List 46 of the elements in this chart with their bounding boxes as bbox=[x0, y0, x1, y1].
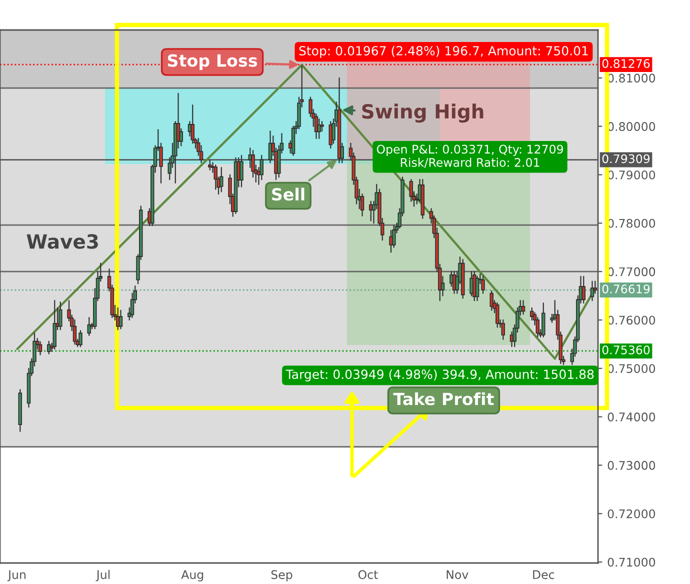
y-tick-label: 0.79000 bbox=[608, 170, 656, 180]
y-tick-label: 0.73000 bbox=[608, 460, 656, 470]
candlestick bbox=[118, 310, 123, 330]
candlestick bbox=[496, 302, 500, 328]
x-tick-label: Nov bbox=[446, 570, 468, 580]
annotation: Target: 0.03949 (4.98%) 394.9, Amount: 1501.88 bbox=[286, 369, 594, 382]
annotation: Take Profit bbox=[393, 392, 494, 406]
candlestick bbox=[58, 302, 62, 330]
y-tick-label: 0.72000 bbox=[608, 509, 656, 518]
candlestick bbox=[481, 276, 485, 294]
candlestick bbox=[582, 276, 586, 304]
annotation: Stop Loss bbox=[168, 54, 258, 70]
x-tick-label: Jun bbox=[7, 570, 26, 582]
candlestick bbox=[38, 341, 42, 356]
candlestick bbox=[208, 160, 212, 170]
ref-line-label: 0.76619 bbox=[602, 284, 650, 294]
annotation: Wave3 bbox=[26, 234, 98, 249]
candlestick bbox=[542, 302, 546, 338]
y-tick-label: 0.75000 bbox=[608, 364, 656, 374]
candlestick bbox=[78, 330, 82, 348]
x-tick-label: Oct bbox=[358, 570, 378, 580]
candlestick bbox=[320, 120, 324, 132]
candlestick bbox=[47, 340, 51, 354]
x-tick-label: Jul bbox=[96, 570, 110, 582]
candlestick bbox=[501, 319, 505, 340]
y-tick-label: 0.71000 bbox=[608, 558, 656, 567]
ref-line-label: 0.75360 bbox=[602, 345, 650, 354]
annotation: Open P&L: 0.03371, Qty: 12709 Risk/Reward Ratio: 2.01 bbox=[376, 144, 563, 168]
x-tick-label: Aug bbox=[181, 570, 204, 582]
annotation: Stop: 0.01967 (2.48%) 196.7, Amount: 750.01 bbox=[299, 46, 588, 58]
candlestick bbox=[52, 300, 56, 350]
y-tick-label: 0.80000 bbox=[608, 122, 656, 131]
ref-line-label: 0.79309 bbox=[602, 154, 650, 164]
candlestick bbox=[240, 154, 244, 188]
x-tick-label: Sep bbox=[271, 570, 292, 582]
y-tick-label: 0.78000 bbox=[608, 218, 656, 228]
ref-line-label: 0.81276 bbox=[602, 59, 650, 68]
y-tick-label: 0.76000 bbox=[608, 316, 656, 325]
candlestick bbox=[220, 166, 224, 192]
y-tick-label: 0.74000 bbox=[608, 412, 656, 422]
candlestick bbox=[590, 280, 594, 302]
annotation: Swing High bbox=[362, 104, 484, 123]
x-tick-label: Dec bbox=[533, 570, 554, 580]
y-tick-label: 0.81000 bbox=[608, 74, 656, 83]
candlestick bbox=[521, 300, 526, 315]
annotation: Sell bbox=[272, 188, 304, 201]
